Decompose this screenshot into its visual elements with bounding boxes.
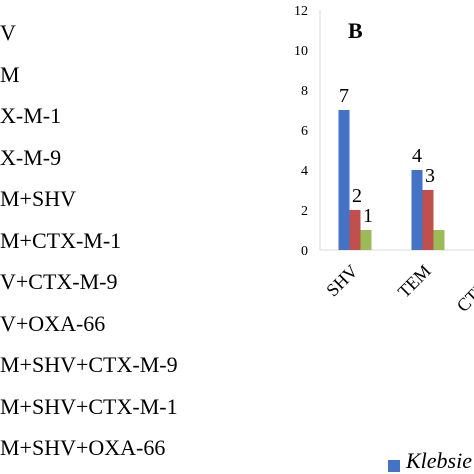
x-tick-label: TEM	[394, 261, 435, 302]
left-label: M+CTX-M-1	[0, 227, 122, 253]
left-label: X-M-9	[0, 144, 62, 170]
panel-label: B	[348, 18, 363, 43]
y-tick-label: 4	[301, 164, 308, 179]
bar	[433, 230, 445, 250]
left-label: M	[0, 61, 20, 87]
bar	[422, 190, 434, 250]
legend-swatch	[388, 460, 400, 472]
left-label-list: V M X-M-1 X-M-9 M+SHV M+CTX-M-1 V+CTX-M-9 V+OXA…	[0, 20, 178, 460]
data-label: 3	[425, 165, 435, 187]
y-tick-label: 10	[294, 44, 308, 59]
left-label: M+SHV+OXA-66	[0, 435, 166, 460]
data-label: 7	[339, 85, 349, 107]
left-label: M+SHV+CTX-M-9	[0, 352, 178, 377]
legend-entry: Klebsie	[406, 448, 472, 473]
data-label: 4	[412, 145, 422, 167]
left-label: V	[0, 20, 16, 45]
data-label: 1	[363, 205, 373, 227]
x-tick-label: SHV	[322, 261, 362, 301]
y-tick-label: 8	[301, 84, 308, 99]
left-label: V+CTX-M-9	[0, 269, 118, 294]
bar	[411, 170, 423, 250]
y-tick-label: 0	[301, 244, 308, 259]
left-label: V+OXA-66	[0, 310, 106, 336]
bar	[338, 110, 350, 250]
data-label: 2	[352, 185, 362, 207]
left-label: M+SHV+CTX-M-1	[0, 393, 178, 419]
y-tick-label: 6	[301, 124, 308, 139]
bar	[349, 210, 361, 250]
x-tick-label: CTX-M	[453, 261, 474, 316]
left-label: X-M-1	[0, 103, 62, 128]
y-tick-label: 12	[294, 4, 308, 19]
bar	[360, 230, 372, 250]
y-tick-label: 2	[301, 204, 308, 219]
left-label: M+SHV	[0, 186, 76, 211]
